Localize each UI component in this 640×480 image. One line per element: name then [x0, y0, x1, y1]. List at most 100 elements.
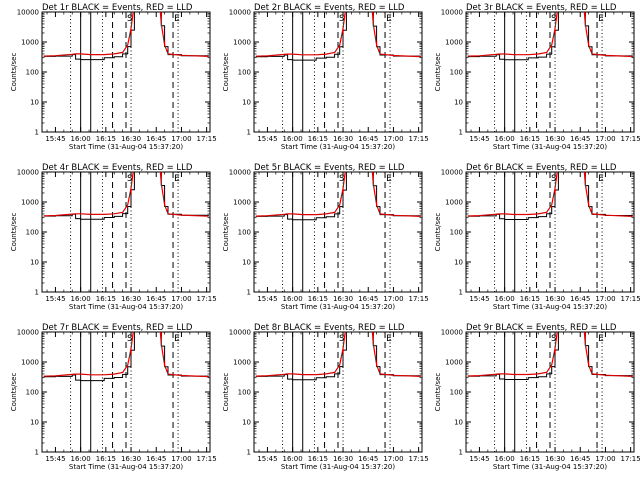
y-tick-label: 1 [247, 289, 251, 297]
y-tick-label: 1000 [233, 39, 251, 47]
y-tick-label: 10000 [441, 9, 463, 17]
y-tick-label: 100 [450, 229, 463, 237]
y-axis-label: Counts/sec [222, 373, 230, 412]
x-tick-label: 17:15 [409, 135, 429, 143]
x-tick-label: 16:45 [146, 135, 166, 143]
marker-label-S: S [339, 174, 345, 184]
y-tick-label: 10 [242, 99, 251, 107]
marker-label-S: S [339, 334, 345, 344]
x-tick-label: 16:30 [545, 135, 565, 143]
x-tick-label: 17:00 [171, 295, 191, 303]
y-tick-label: 1000 [21, 199, 39, 207]
x-tick-label: 16:30 [121, 295, 141, 303]
x-tick-label: 17:15 [621, 295, 640, 303]
marker-label-E: E [598, 334, 604, 344]
x-tick-label: 16:00 [495, 135, 515, 143]
marker-label-S: S [551, 174, 557, 184]
y-tick-label: 1 [459, 449, 463, 457]
x-tick-label: 16:15 [308, 455, 328, 463]
y-tick-label: 100 [26, 69, 39, 77]
panel-title: Det 1r BLACK = Events, RED = LLD [42, 3, 193, 13]
x-tick-label: 17:15 [621, 455, 640, 463]
y-tick-label: 10000 [229, 9, 251, 17]
detector-panel-4: Det 4r BLACK = Events, RED = LLD 1 10 100 10… [10, 163, 217, 311]
x-tick-label: 17:15 [409, 455, 429, 463]
y-axis-label: Counts/sec [434, 213, 442, 252]
marker-label-E: E [174, 334, 180, 344]
y-tick-label: 10000 [17, 9, 39, 17]
panel-title: Det 3r BLACK = Events, RED = LLD [466, 3, 617, 13]
x-tick-label: 15:45 [45, 295, 65, 303]
panel-title: Det 5r BLACK = Events, RED = LLD [254, 163, 405, 173]
detector-panel-5: Det 5r BLACK = Events, RED = LLD 1 10 100 10… [222, 163, 429, 311]
y-tick-label: 1000 [233, 359, 251, 367]
events-series-line [467, 12, 633, 61]
y-tick-label: 1000 [21, 359, 39, 367]
y-axis-label: Counts/sec [222, 213, 230, 252]
panel-title: Det 2r BLACK = Events, RED = LLD [254, 3, 405, 13]
detector-panel-2: Det 2r BLACK = Events, RED = LLD 1 10 100 10… [222, 3, 429, 151]
x-tick-label: 16:45 [146, 455, 166, 463]
x-tick-label: 16:15 [308, 295, 328, 303]
y-tick-label: 10 [30, 259, 39, 267]
x-tick-label: 16:30 [545, 295, 565, 303]
lld-series-line [467, 12, 633, 58]
events-series-line [43, 12, 209, 61]
x-axis-label: Start Time (31-Aug-04 15:37:20) [69, 143, 183, 151]
x-tick-label: 16:15 [96, 135, 116, 143]
y-tick-label: 10 [242, 419, 251, 427]
x-axis-label: Start Time (31-Aug-04 15:37:20) [281, 303, 395, 311]
x-tick-label: 16:30 [121, 135, 141, 143]
lld-series-line [43, 332, 209, 378]
x-tick-label: 17:15 [197, 455, 217, 463]
marker-label-E: E [386, 174, 392, 184]
lld-series-line [255, 332, 421, 377]
y-tick-label: 10 [30, 419, 39, 427]
marker-label-S: S [551, 334, 557, 344]
y-tick-label: 10000 [229, 169, 251, 177]
detector-panel-1: Det 1r BLACK = Events, RED = LLD 1 10 100 10… [10, 3, 217, 151]
x-tick-label: 17:00 [595, 455, 615, 463]
x-tick-label: 16:15 [308, 135, 328, 143]
detector-panel-7: Det 7r BLACK = Events, RED = LLD 1 10 100 10… [10, 323, 217, 471]
x-tick-label: 17:00 [383, 135, 403, 143]
x-tick-label: 17:00 [383, 295, 403, 303]
y-axis-label: Counts/sec [10, 213, 18, 252]
y-tick-label: 10000 [229, 329, 251, 337]
panel-title: Det 9r BLACK = Events, RED = LLD [466, 323, 617, 333]
x-axis-label: Start Time (31-Aug-04 15:37:20) [69, 303, 183, 311]
y-tick-label: 100 [450, 69, 463, 77]
y-axis-label: Counts/sec [10, 53, 18, 92]
x-axis-label: Start Time (31-Aug-04 15:37:20) [281, 143, 395, 151]
y-tick-label: 100 [26, 389, 39, 397]
x-tick-label: 16:00 [71, 455, 91, 463]
x-tick-label: 15:45 [45, 135, 65, 143]
y-tick-label: 1000 [21, 39, 39, 47]
x-tick-label: 17:00 [383, 455, 403, 463]
y-tick-label: 1000 [445, 359, 463, 367]
marker-label-E: E [386, 14, 392, 24]
x-tick-label: 16:00 [283, 455, 303, 463]
y-tick-label: 10000 [17, 169, 39, 177]
lld-series-line [467, 172, 633, 217]
y-tick-label: 100 [238, 69, 251, 77]
marker-label-E: E [386, 334, 392, 344]
x-tick-label: 16:00 [495, 455, 515, 463]
x-axis-label: Start Time (31-Aug-04 15:37:20) [69, 463, 183, 471]
x-tick-label: 16:30 [121, 455, 141, 463]
x-tick-label: 16:45 [570, 295, 590, 303]
events-series-line [255, 12, 421, 61]
x-tick-label: 17:00 [171, 135, 191, 143]
x-tick-label: 15:45 [257, 135, 277, 143]
marker-label-S: S [127, 14, 133, 24]
x-tick-label: 16:45 [358, 135, 378, 143]
detector-panel-6: Det 6r BLACK = Events, RED = LLD 1 10 100 10… [434, 163, 640, 311]
x-tick-label: 16:00 [283, 135, 303, 143]
x-tick-label: 17:15 [197, 295, 217, 303]
y-tick-label: 10 [30, 99, 39, 107]
y-tick-label: 10000 [441, 169, 463, 177]
marker-label-E: E [598, 14, 604, 24]
x-tick-label: 15:45 [469, 455, 489, 463]
marker-label-E: E [174, 14, 180, 24]
